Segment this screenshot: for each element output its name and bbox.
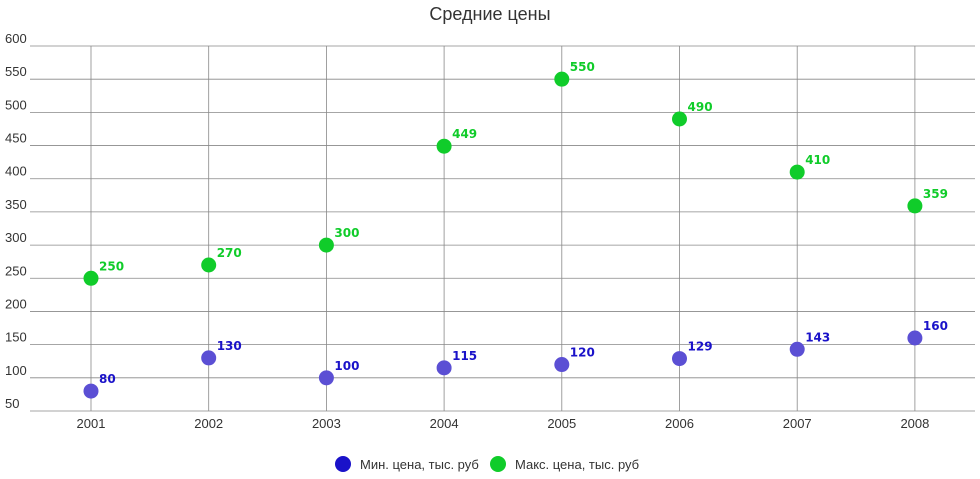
data-label: 449 [452, 127, 477, 141]
data-point[interactable] [789, 164, 805, 180]
data-point[interactable] [436, 360, 452, 376]
y-tick-label: 250 [5, 263, 27, 278]
data-label: 270 [217, 246, 242, 260]
data-label: 100 [334, 359, 359, 373]
legend-marker [335, 456, 351, 472]
legend-label: Макс. цена, тыс. руб [515, 457, 639, 472]
data-point[interactable] [672, 111, 687, 127]
legend-marker [490, 456, 506, 472]
x-axis-ticks: 2001 2002 2003 2004 2005 2006 2007 2008 [77, 416, 930, 431]
data-point[interactable] [318, 370, 334, 386]
y-tick-label: 300 [5, 230, 27, 245]
y-tick-label: 50 [5, 396, 19, 411]
data-point[interactable] [554, 357, 570, 373]
x-tick-label: 2005 [547, 416, 576, 431]
y-axis-ticks: 50 100 150 200 250 300 350 400 450 500 550 600 [5, 31, 27, 411]
x-tick-label: 2004 [430, 416, 459, 431]
data-label: 490 [688, 100, 713, 114]
data-point[interactable] [201, 257, 217, 273]
data-label: 410 [805, 153, 830, 167]
data-label: 130 [217, 339, 242, 353]
x-tick-label: 2002 [194, 416, 223, 431]
data-point[interactable] [554, 71, 570, 87]
y-tick-label: 400 [5, 164, 27, 179]
x-tick-label: 2001 [77, 416, 106, 431]
data-label: 550 [570, 60, 595, 74]
data-label: 300 [334, 226, 359, 240]
data-point[interactable] [907, 330, 923, 346]
y-tick-label: 600 [5, 31, 27, 46]
y-tick-label: 200 [5, 296, 27, 311]
x-tick-label: 2007 [783, 416, 812, 431]
data-point[interactable] [907, 198, 923, 214]
chart-title: Средние цены [429, 4, 550, 24]
legend-label: Мин. цена, тыс. руб [360, 457, 479, 472]
legend: Мин. цена, тыс. руб Макс. цена, тыс. руб [335, 456, 639, 472]
data-label: 120 [570, 346, 595, 360]
data-point[interactable] [83, 270, 99, 286]
y-tick-label: 350 [5, 197, 27, 212]
data-point[interactable] [436, 138, 452, 154]
data-point[interactable] [83, 383, 99, 399]
data-labels: 80 130 100 115 120 129 143 160 250 270 300 449 550 49… [99, 60, 948, 386]
x-tick-label: 2003 [312, 416, 341, 431]
y-tick-label: 100 [5, 363, 27, 378]
y-tick-label: 450 [5, 131, 27, 146]
y-tick-label: 500 [5, 97, 27, 112]
data-label: 80 [99, 372, 116, 386]
data-point[interactable] [318, 237, 334, 253]
grid [30, 45, 975, 412]
data-label: 143 [805, 330, 830, 344]
x-tick-label: 2006 [665, 416, 694, 431]
y-tick-label: 550 [5, 64, 27, 79]
data-label: 359 [923, 187, 948, 201]
data-point[interactable] [672, 351, 687, 367]
data-point[interactable] [789, 341, 805, 357]
data-label: 160 [923, 319, 948, 333]
data-points [83, 71, 923, 399]
y-tick-label: 150 [5, 330, 27, 345]
data-label: 250 [99, 259, 124, 273]
x-tick-label: 2008 [900, 416, 929, 431]
data-label: 129 [688, 340, 713, 354]
data-point[interactable] [201, 350, 217, 366]
data-label: 115 [452, 349, 477, 363]
